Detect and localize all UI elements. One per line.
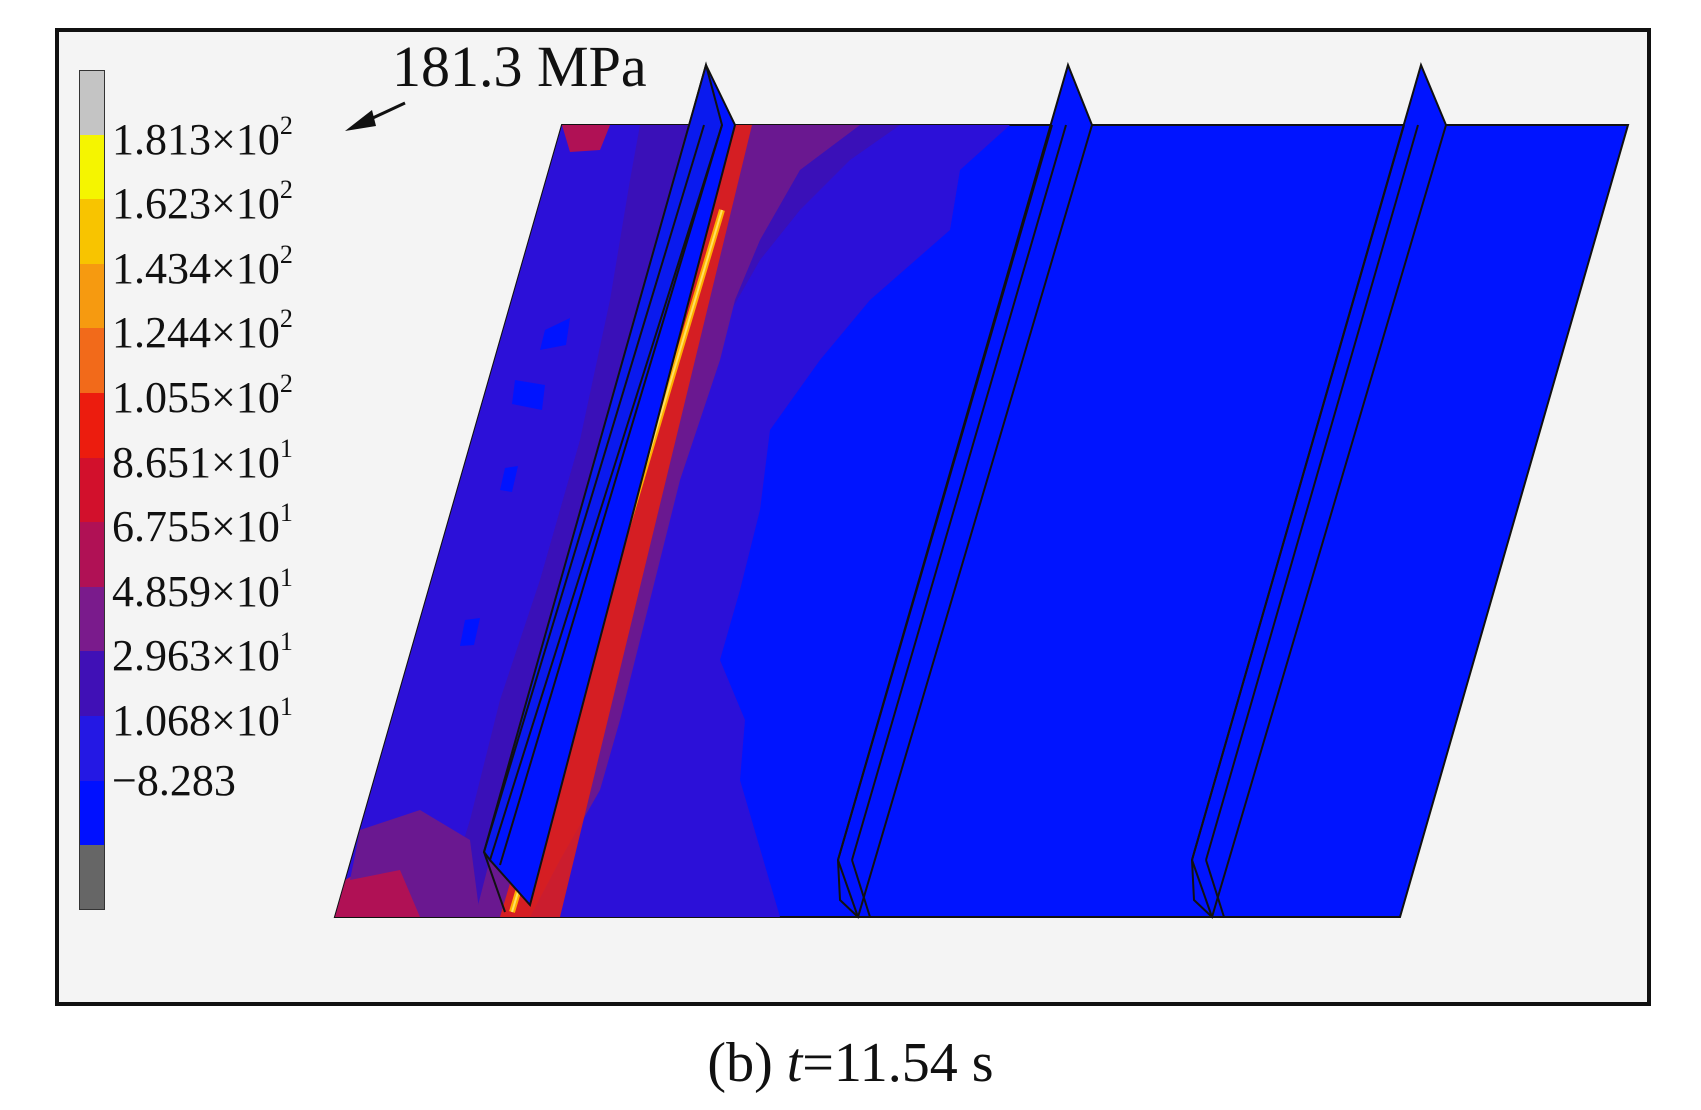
legend-level-base: ×10 [211, 114, 280, 164]
blue-patch [540, 318, 570, 350]
legend-level-label: 2.963×101 [112, 629, 293, 678]
legend-level-base: ×10 [211, 243, 280, 293]
stiffener-2-edge [837, 124, 1053, 861]
legend-swatch [79, 522, 105, 587]
legend-swatch [79, 780, 105, 846]
legend-level-label: 1.434×102 [112, 239, 293, 293]
stiffener-2-edge [851, 859, 871, 918]
legend-level-label: 1.623×102 [112, 177, 293, 226]
legend-level-exponent: 2 [279, 110, 293, 140]
figure-caption: (b) t=11.54 s [0, 1035, 1701, 1091]
legend-swatch [79, 134, 105, 200]
stiffener-2-edge [851, 124, 1067, 861]
legend-level-label: 1.813×102 [112, 110, 293, 164]
legend-swatch [79, 199, 105, 264]
legend-level-mantissa: 1.068 [112, 696, 211, 745]
legend-swatch [79, 716, 105, 781]
legend-level-base: ×10 [211, 566, 280, 616]
legend-level-base: ×10 [211, 437, 280, 487]
stiffener-3-edge [1191, 859, 1213, 918]
legend-level-exponent: 1 [279, 562, 293, 592]
legend-level-label: 1.068×101 [112, 694, 293, 743]
caption-value: =11.54 s [802, 1032, 994, 1094]
legend-level-base: ×10 [211, 502, 280, 552]
stiffener-3-edge [1205, 859, 1225, 918]
legend-swatch [79, 457, 105, 523]
legend-level-label: 8.651×101 [112, 433, 293, 487]
legend-swatch [79, 328, 105, 393]
legend-swatch [79, 263, 105, 329]
legend-level-label: 4.859×101 [112, 562, 293, 616]
legend-level-base: ×10 [211, 373, 280, 422]
legend-swatch [79, 393, 105, 458]
legend-level-base: ×10 [211, 308, 280, 358]
legend-swatch [79, 651, 105, 716]
legend-level-label: −8.283 [112, 755, 236, 805]
blue-patch [500, 466, 518, 492]
peak-stress-label: 181.3 MPa [392, 34, 647, 99]
stiffener-1-edge [483, 851, 506, 913]
legend-level-label: 6.755×101 [112, 500, 293, 549]
stress-zone-corner-top [562, 125, 610, 152]
legend-swatch [79, 586, 105, 652]
stiffener-2-edge [837, 859, 859, 918]
legend-level-exponent: 2 [279, 175, 293, 205]
stress-zone-corner-bottom-mid [350, 810, 480, 917]
legend-level-mantissa: 4.859 [112, 566, 211, 616]
legend-level-exponent: 2 [279, 304, 293, 334]
legend-level-base: ×10 [211, 179, 280, 229]
stiffener-3-edge [1205, 124, 1419, 861]
blue-patch [512, 380, 545, 410]
legend-level-exponent: 2 [279, 369, 293, 398]
legend-level-exponent: 1 [279, 498, 293, 528]
legend-level-exponent: 1 [279, 692, 293, 721]
caption-prefix: (b) [707, 1032, 787, 1094]
legend-level-base: ×10 [211, 631, 280, 681]
legend-level-label: 1.055×102 [112, 371, 293, 420]
legend-level-label: 1.244×102 [112, 306, 293, 355]
legend-level-mantissa: 8.651 [112, 437, 211, 487]
legend-level-base: ×10 [211, 696, 280, 745]
stiffener-1-edge [483, 124, 705, 853]
legend-level-mantissa: −8.283 [112, 755, 236, 805]
legend-level-exponent: 1 [279, 627, 293, 657]
legend-level-mantissa: 1.055 [112, 373, 211, 422]
blue-patch [460, 618, 480, 646]
legend-level-exponent: 2 [279, 239, 293, 269]
legend-level-exponent: 1 [279, 433, 293, 463]
stiffener-3-edge [1191, 124, 1405, 861]
caption-variable: t [786, 1032, 803, 1094]
legend-level-mantissa: 6.755 [112, 502, 211, 552]
legend-level-mantissa: 1.244 [112, 308, 211, 358]
legend-level-mantissa: 2.963 [112, 631, 211, 681]
stiffener-1-edge [499, 124, 723, 866]
legend-level-mantissa: 1.623 [112, 179, 211, 229]
legend-swatch-over [79, 70, 105, 135]
legend-level-mantissa: 1.813 [112, 114, 211, 164]
legend-level-mantissa: 1.434 [112, 243, 211, 293]
peak-arrow-head [345, 110, 376, 131]
legend-swatch-under [79, 845, 105, 910]
